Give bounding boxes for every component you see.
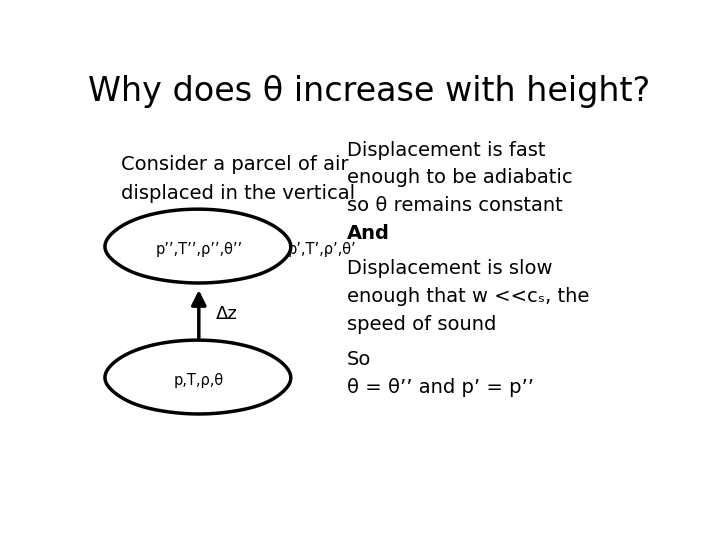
PathPatch shape xyxy=(105,209,291,283)
Text: enough to be adiabatic: enough to be adiabatic xyxy=(347,168,572,187)
Text: So: So xyxy=(347,350,371,369)
PathPatch shape xyxy=(105,340,291,414)
Text: And: And xyxy=(347,224,390,243)
Text: enough that w <<cₛ, the: enough that w <<cₛ, the xyxy=(347,287,589,306)
Text: θ = θ’’ and p’ = p’’: θ = θ’’ and p’ = p’’ xyxy=(347,377,534,396)
Text: p’’,T’’,ρ’’,θ’’: p’’,T’’,ρ’’,θ’’ xyxy=(156,242,243,258)
Text: Δz: Δz xyxy=(215,305,238,323)
Text: displaced in the vertical: displaced in the vertical xyxy=(121,184,355,203)
Text: Why does θ increase with height?: Why does θ increase with height? xyxy=(88,75,650,109)
Text: so θ remains constant: so θ remains constant xyxy=(347,196,562,215)
Text: Consider a parcel of air: Consider a parcel of air xyxy=(121,155,348,174)
Text: Displacement is slow: Displacement is slow xyxy=(347,259,552,278)
Text: speed of sound: speed of sound xyxy=(347,315,496,334)
Text: Displacement is fast: Displacement is fast xyxy=(347,140,545,159)
Text: p’,T’,ρ’,θ’: p’,T’,ρ’,θ’ xyxy=(288,242,356,258)
Text: p,T,ρ,θ: p,T,ρ,θ xyxy=(174,373,224,388)
